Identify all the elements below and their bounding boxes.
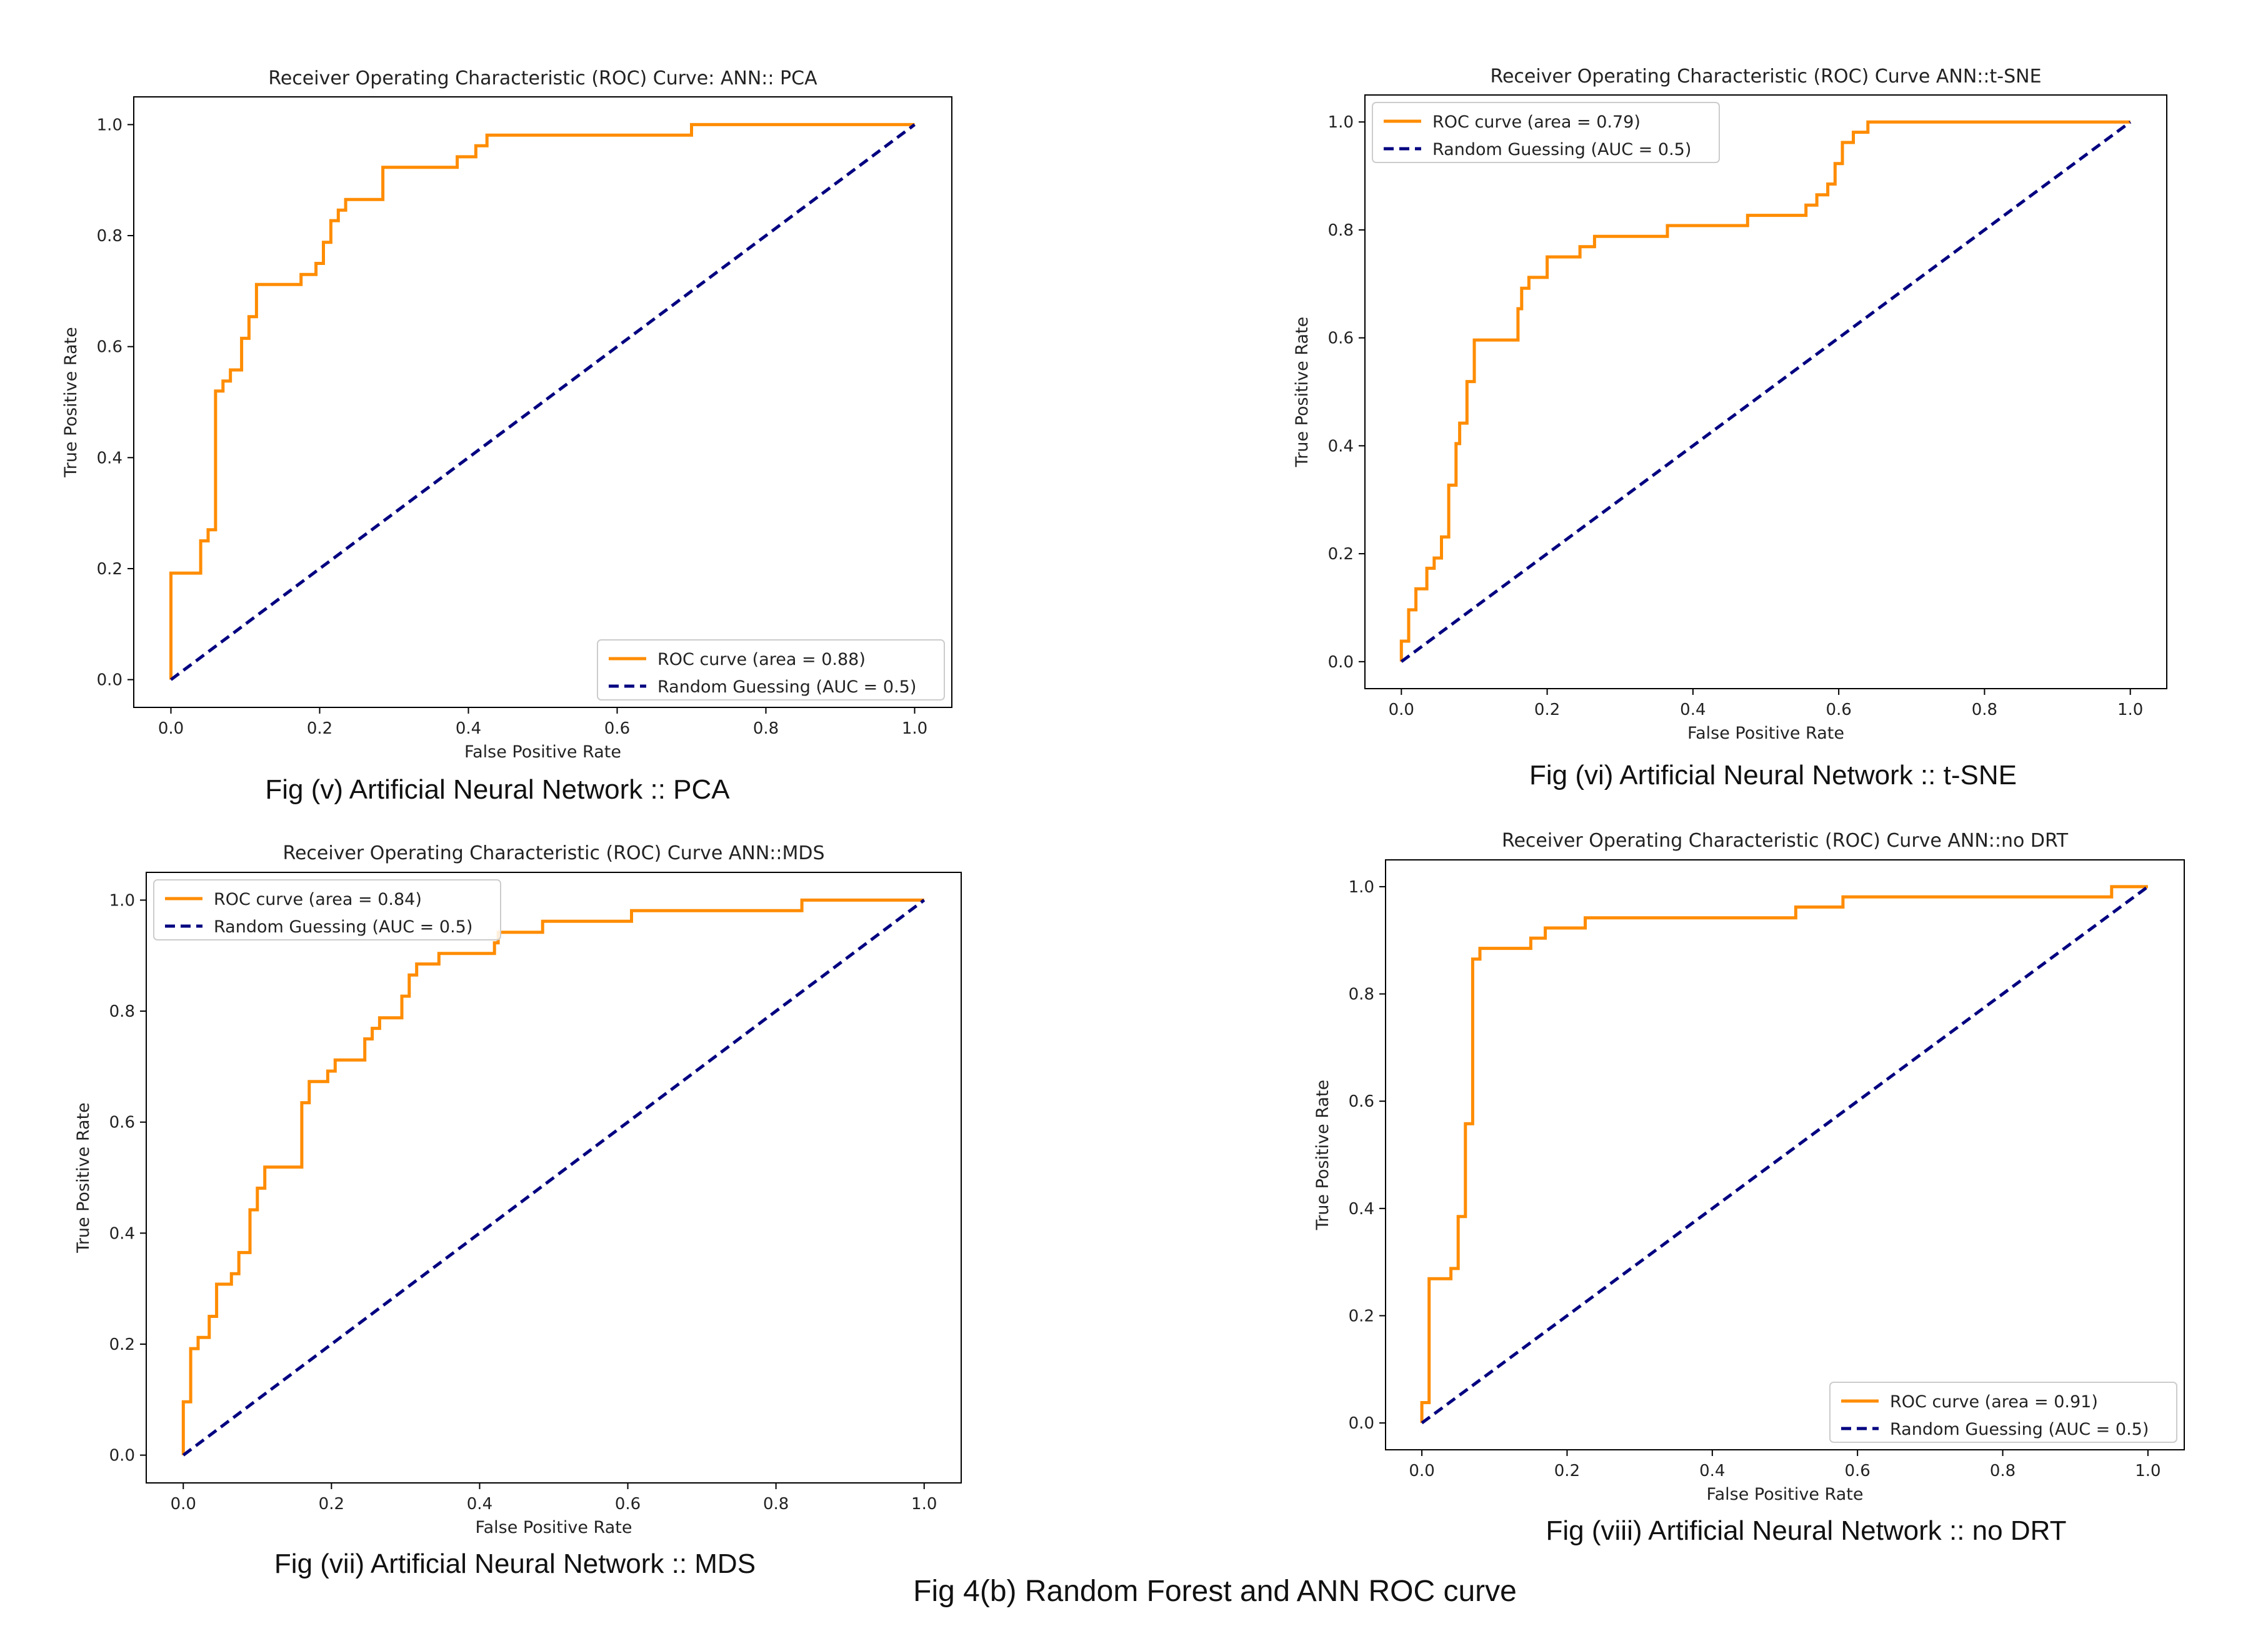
y-tick-label: 0.2	[97, 560, 122, 579]
legend-entry: Random Guessing (AUC = 0.5)	[657, 677, 916, 697]
x-axis-label: False Positive Rate	[476, 1518, 632, 1537]
y-tick-label: 0.4	[1349, 1200, 1374, 1219]
y-tick-label: 1.0	[97, 116, 122, 134]
x-tick-label: 0.0	[158, 719, 184, 738]
x-tick-label: 0.8	[1972, 701, 1997, 719]
legend-entry: ROC curve (area = 0.91)	[1890, 1392, 2098, 1412]
plot-frame	[1364, 94, 2167, 689]
legend-box	[597, 639, 945, 701]
y-tick-label: 0.6	[97, 338, 122, 357]
random-guessing-line	[182, 899, 926, 1457]
roc-chart-1: Receiver Operating Characteristic (ROC) …	[61, 67, 952, 805]
x-tick-label: 0.8	[1990, 1462, 2016, 1480]
subfigure-caption: Fig (viii) Artificial Neural Network :: …	[1546, 1515, 2067, 1546]
y-tick-label: 0.0	[97, 671, 122, 690]
subfigure-caption: Fig (vi) Artificial Neural Network :: t-…	[1529, 760, 2017, 791]
y-tick-label: 0.6	[1349, 1092, 1374, 1111]
legend-entry: ROC curve (area = 0.79)	[1432, 112, 1641, 132]
plot-frame	[133, 96, 952, 708]
x-tick-label: 0.6	[1826, 701, 1851, 719]
legend-box	[153, 879, 501, 940]
y-axis-label: True Positive Rate	[1313, 1080, 1332, 1231]
legend-entry: Random Guessing (AUC = 0.5)	[1890, 1420, 2149, 1439]
y-tick-label: 0.0	[109, 1447, 135, 1465]
x-tick-label: 1.0	[2117, 701, 2143, 719]
y-axis-label: True Positive Rate	[1292, 317, 1312, 468]
random-guessing-line	[170, 123, 916, 681]
x-tick-label: 0.2	[319, 1495, 344, 1514]
legend-entry: Random Guessing (AUC = 0.5)	[214, 917, 472, 937]
y-tick-label: 1.0	[1328, 113, 1354, 132]
legend: ROC curve (area = 0.91) Random Guessing (…	[1829, 1382, 2177, 1443]
legend-entry: ROC curve (area = 0.88)	[657, 650, 866, 669]
roc-chart-3: Receiver Operating Characteristic (ROC) …	[74, 842, 962, 1579]
legend-box	[1372, 102, 1720, 163]
chart-title: Receiver Operating Characteristic (ROC) …	[1502, 830, 2069, 852]
legend-box	[1829, 1382, 2177, 1443]
y-tick-label: 0.6	[1328, 329, 1354, 348]
chart-title: Receiver Operating Characteristic (ROC) …	[268, 67, 817, 89]
y-axis-label: True Positive Rate	[61, 327, 81, 478]
y-tick-label: 0.2	[1349, 1307, 1374, 1325]
x-tick-label: 0.4	[456, 719, 481, 738]
y-tick-label: 0.4	[109, 1224, 135, 1243]
x-tick-label: 0.6	[1845, 1462, 1871, 1480]
roc-curve-line	[169, 122, 915, 680]
x-tick-label: 0.2	[1554, 1462, 1580, 1480]
x-tick-label: 0.2	[1534, 701, 1560, 719]
x-tick-label: 1.0	[911, 1495, 937, 1514]
subfigure-caption: Fig (v) Artificial Neural Network :: PCA	[265, 774, 730, 805]
x-tick-label: 1.0	[2135, 1462, 2161, 1480]
roc-chart-2: Receiver Operating Characteristic (ROC) …	[1292, 66, 2167, 791]
random-guessing-line	[1421, 885, 2149, 1425]
x-axis-label: False Positive Rate	[464, 742, 621, 762]
y-tick-label: 1.0	[109, 891, 135, 910]
x-tick-label: 0.8	[753, 719, 779, 738]
legend: ROC curve (area = 0.84) Random Guessing (…	[153, 879, 501, 940]
roc-curve-line	[181, 898, 924, 1455]
y-tick-label: 0.2	[109, 1335, 135, 1354]
y-tick-label: 0.2	[1328, 545, 1354, 564]
x-tick-label: 0.0	[171, 1495, 196, 1514]
x-tick-label: 0.2	[307, 719, 332, 738]
y-axis-label: True Positive Rate	[74, 1102, 93, 1254]
chart-title: Receiver Operating Characteristic (ROC) …	[282, 842, 824, 864]
x-tick-label: 1.0	[902, 719, 927, 738]
y-tick-label: 0.8	[97, 227, 122, 246]
x-axis-label: False Positive Rate	[1707, 1485, 1864, 1504]
legend-entry: ROC curve (area = 0.84)	[214, 890, 422, 909]
plot-frame	[146, 872, 962, 1484]
legend: ROC curve (area = 0.79) Random Guessing (…	[1372, 102, 1720, 163]
y-tick-label: 0.8	[109, 1002, 135, 1021]
y-tick-label: 0.8	[1349, 985, 1374, 1004]
x-tick-label: 0.8	[763, 1495, 789, 1514]
plot-frame	[1385, 859, 2185, 1450]
x-tick-label: 0.0	[1409, 1462, 1434, 1480]
chart-title: Receiver Operating Characteristic (ROC) …	[1490, 66, 2041, 87]
legend-entry: Random Guessing (AUC = 0.5)	[1432, 140, 1691, 159]
random-guessing-line	[1400, 121, 2132, 663]
y-tick-label: 0.4	[1328, 437, 1354, 456]
x-axis-label: False Positive Rate	[1687, 724, 1844, 743]
x-tick-label: 0.4	[467, 1495, 492, 1514]
y-tick-label: 1.0	[1349, 878, 1374, 897]
legend: ROC curve (area = 0.88) Random Guessing (…	[597, 639, 945, 701]
figure-caption: Fig 4(b) Random Forest and ANN ROC curve	[913, 1575, 1517, 1608]
y-tick-label: 0.6	[109, 1114, 135, 1132]
y-tick-label: 0.8	[1328, 221, 1354, 240]
y-tick-label: 0.0	[1349, 1414, 1374, 1433]
x-tick-label: 0.6	[615, 1495, 641, 1514]
y-tick-label: 0.4	[97, 449, 122, 467]
roc-curve-line	[1420, 885, 2148, 1424]
roc-curve-line	[1399, 120, 2131, 662]
x-tick-label: 0.6	[604, 719, 630, 738]
x-tick-label: 0.0	[1389, 701, 1414, 719]
subfigure-caption: Fig (vii) Artificial Neural Network :: M…	[274, 1549, 756, 1579]
roc-chart-4: Receiver Operating Characteristic (ROC) …	[1313, 830, 2185, 1546]
x-tick-label: 0.4	[1699, 1462, 1725, 1480]
y-tick-label: 0.0	[1328, 653, 1354, 672]
x-tick-label: 0.4	[1680, 701, 1706, 719]
